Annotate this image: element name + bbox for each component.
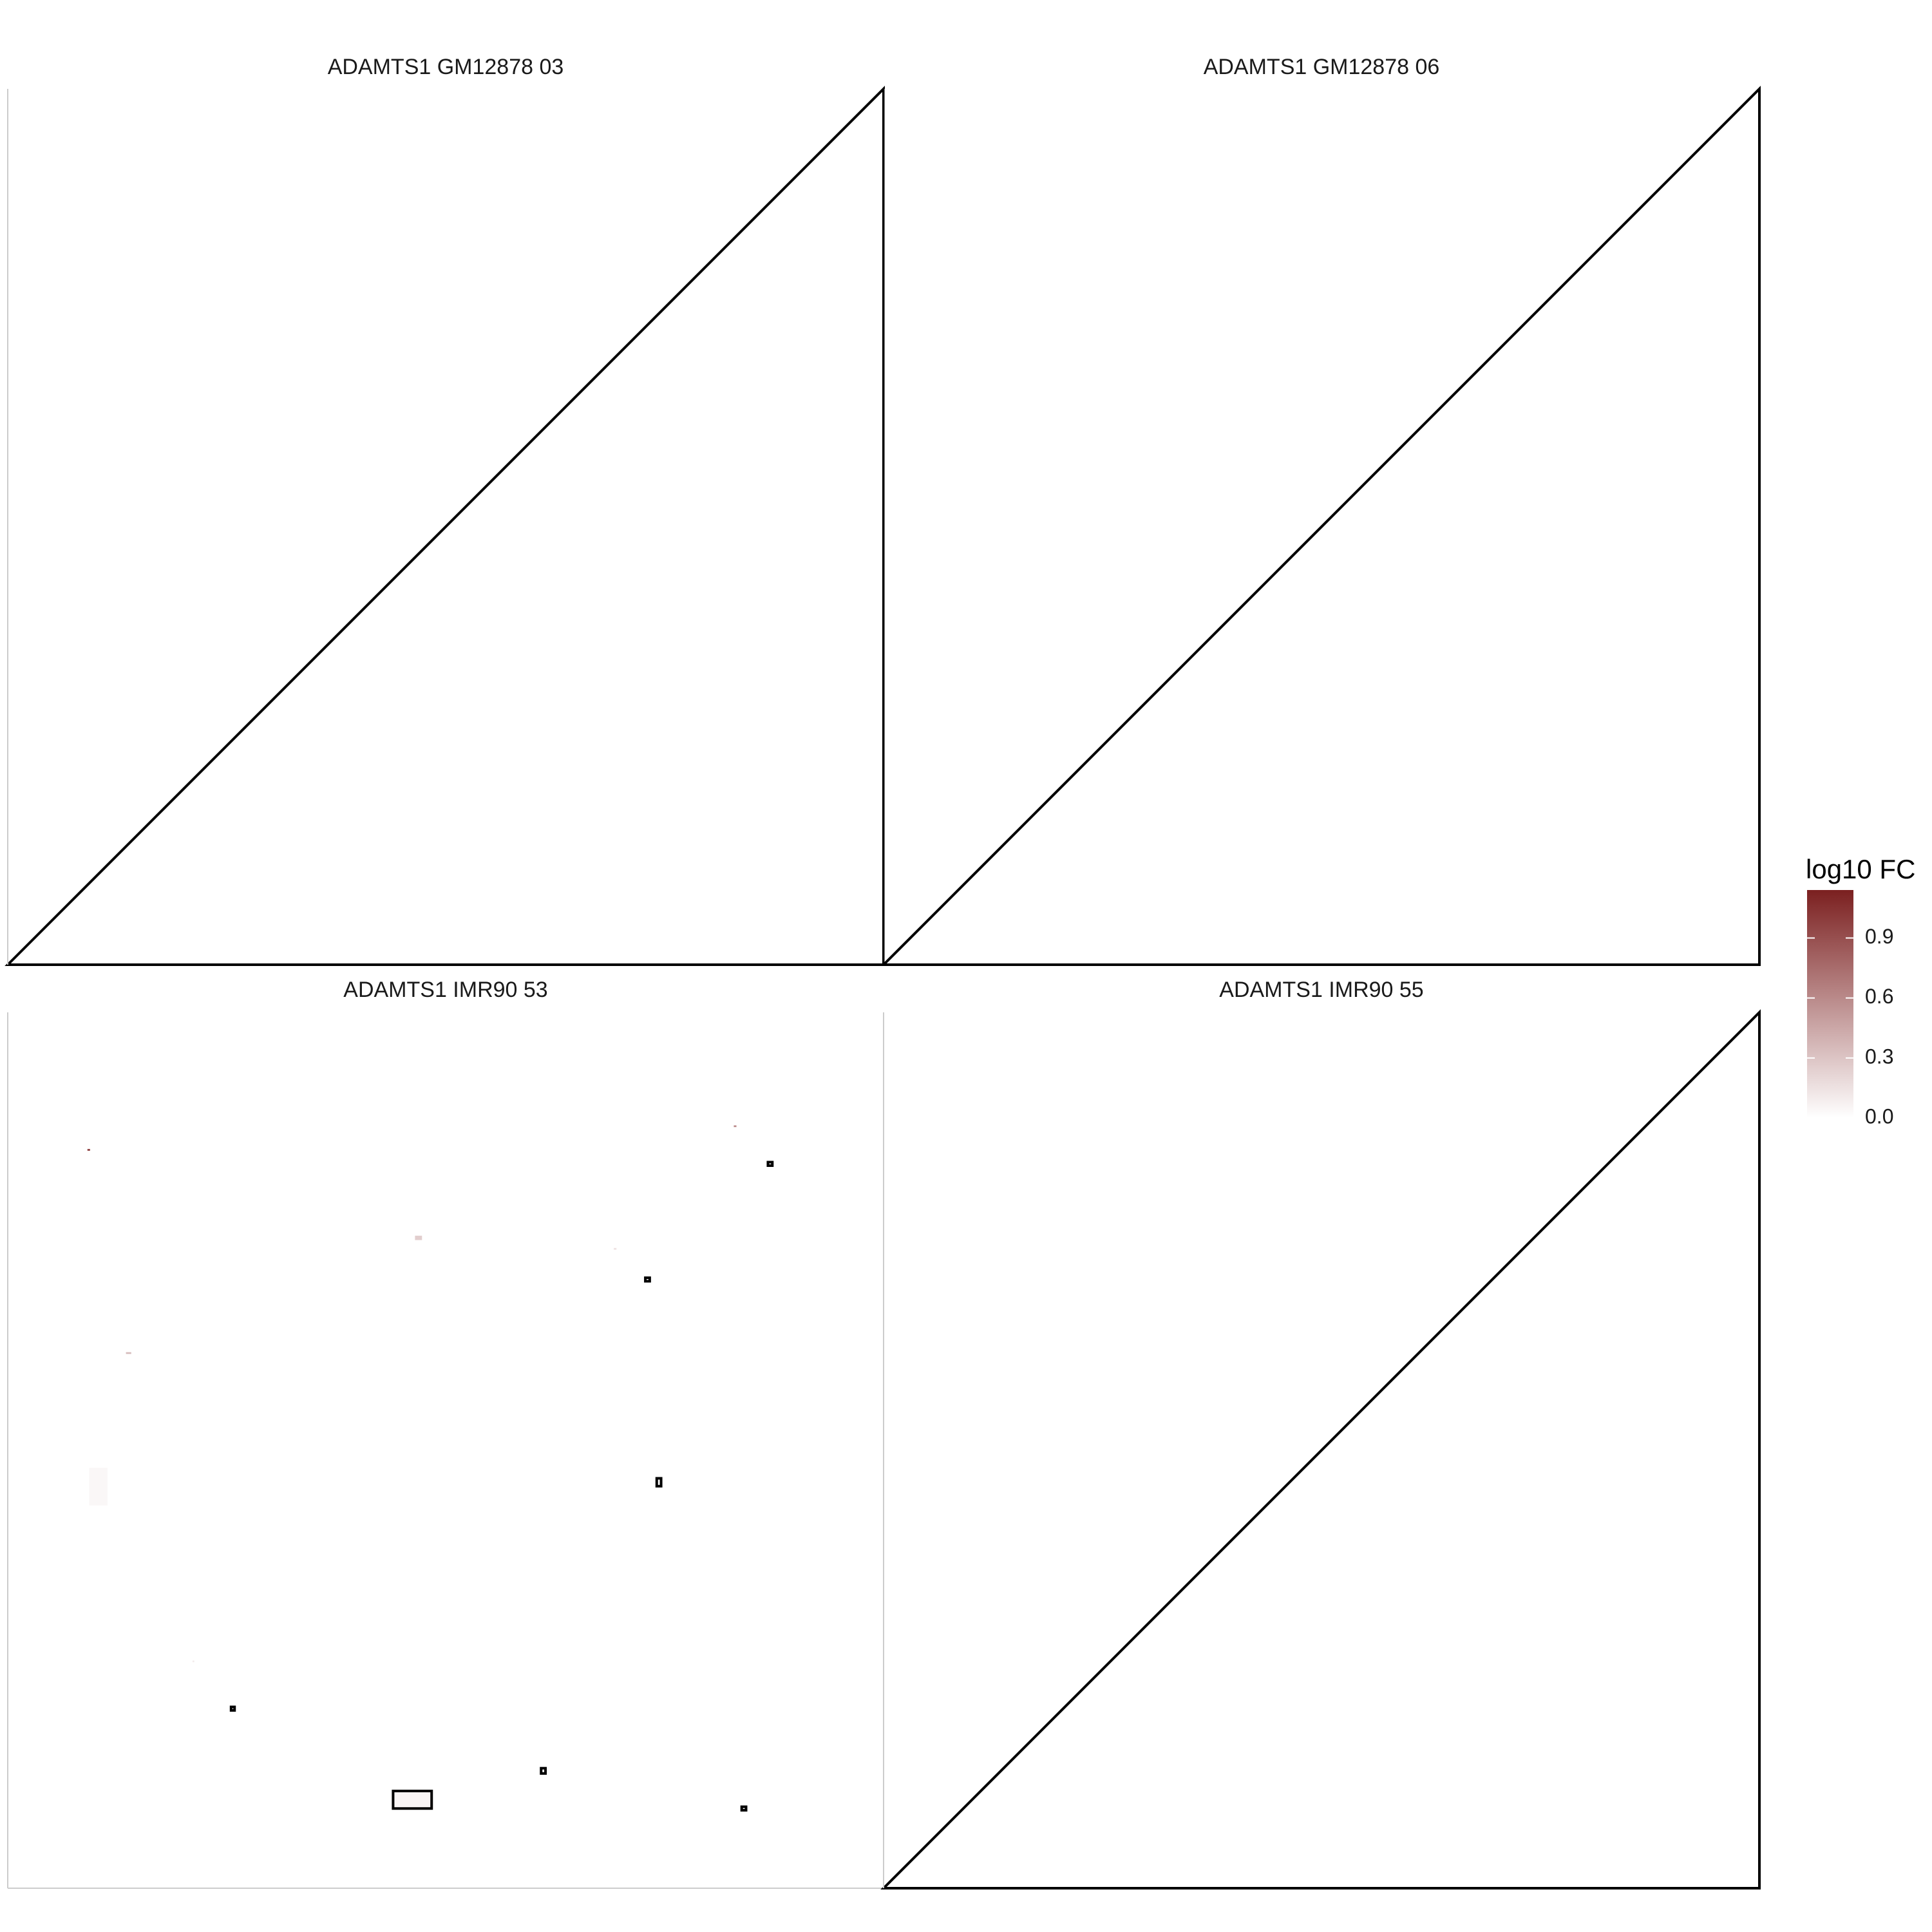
panel-2-cell-3	[614, 1247, 617, 1250]
panel-2-cell-0	[87, 1149, 90, 1151]
legend: log10 FC 0.0 0.3 0.6 0.9	[1806, 854, 1915, 1128]
panel-2-area	[8, 1012, 884, 1888]
legend-tick-label-1: 0.3	[1865, 1045, 1893, 1068]
panel-2: ADAMTS1 IMR90 53	[7, 978, 884, 1889]
panel-2-outline-3	[229, 1705, 236, 1712]
legend-tick-label-3: 0.9	[1865, 925, 1893, 948]
panel-2-cell-5	[89, 1468, 108, 1506]
panel-3-title: ADAMTS1 IMR90 55	[1219, 978, 1423, 1002]
legend-tick-label-0: 0.0	[1865, 1104, 1893, 1128]
legend-title: log10 FC	[1806, 854, 1915, 884]
panel-2-outline-0	[766, 1160, 774, 1168]
panel-2-title: ADAMTS1 IMR90 53	[343, 978, 547, 1002]
panel-2-outline-4	[540, 1766, 547, 1775]
legend-colorbar	[1807, 890, 1853, 1118]
panel-1: ADAMTS1 GM12878 06	[880, 55, 1761, 966]
legend-tick-label-2: 0.6	[1865, 985, 1893, 1008]
panel-2-outline-5	[740, 1805, 748, 1812]
panel-1-title: ADAMTS1 GM12878 06	[1204, 55, 1440, 79]
panel-2-cell-7	[393, 1791, 432, 1809]
panel-2-outline-1	[644, 1276, 651, 1283]
panel-2-cell-4	[126, 1352, 131, 1354]
panel-0-title: ADAMTS1 GM12878 03	[328, 55, 564, 79]
panel-2-outline-2	[655, 1477, 663, 1488]
panel-1-triangle	[880, 86, 1761, 966]
panel-2-cells	[87, 1125, 737, 1809]
panel-2-outlines	[229, 1160, 774, 1812]
panel-2-cell-6	[192, 1660, 194, 1663]
panel-2-outline-6	[392, 1790, 433, 1810]
legend-ticks: 0.0 0.3 0.6 0.9	[1807, 925, 1893, 1128]
panel-0: ADAMTS1 GM12878 03	[5, 55, 885, 966]
panel-2-cell-1	[734, 1125, 737, 1128]
panel-3-triangle	[880, 1009, 1761, 1889]
panel-2-cell-2	[415, 1235, 422, 1240]
panel-3: ADAMTS1 IMR90 55	[880, 978, 1761, 1889]
